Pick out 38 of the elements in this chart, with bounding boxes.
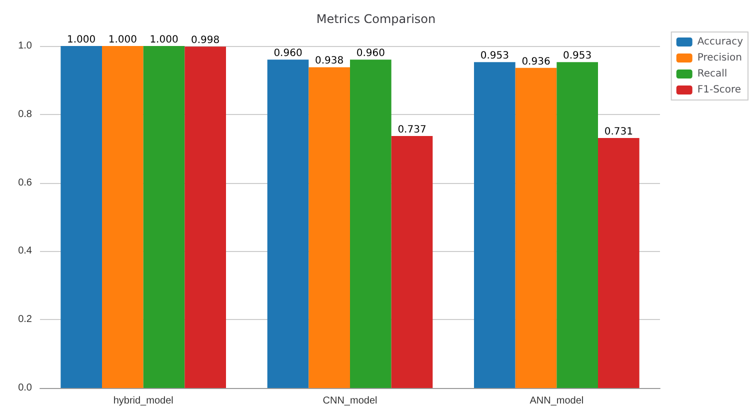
data-label: 0.737 — [398, 124, 426, 136]
data-label: 1.000 — [108, 34, 137, 46]
data-label: 1.000 — [150, 34, 178, 46]
x-tick-label: hybrid_model — [113, 396, 174, 406]
bar — [60, 46, 102, 388]
bar — [102, 46, 144, 388]
bar — [474, 62, 516, 388]
data-label: 0.953 — [563, 50, 592, 62]
legend-label: Recall — [697, 68, 728, 80]
y-tick-label: 0.2 — [18, 314, 32, 326]
bar — [308, 67, 350, 388]
x-tick-label: CNN_model — [322, 396, 378, 406]
bar — [598, 138, 640, 388]
data-label: 0.936 — [522, 56, 550, 68]
bar — [267, 60, 309, 388]
y-tick-label: 0.4 — [18, 246, 32, 257]
x-tick-label: ANN_model — [530, 396, 584, 406]
legend-label: Precision — [697, 52, 742, 64]
data-label: 0.960 — [274, 48, 302, 60]
y-tick-label: 1.0 — [18, 40, 32, 52]
bar — [556, 62, 598, 388]
data-label: 0.938 — [315, 56, 344, 67]
y-tick-label: 0.8 — [18, 108, 32, 120]
legend-label: Accuracy — [697, 36, 744, 48]
legend-label: F1-Score — [697, 84, 742, 96]
data-label: 0.998 — [191, 35, 220, 46]
y-tick-label: 0.0 — [18, 382, 32, 394]
bar — [350, 60, 392, 388]
data-label: 1.000 — [67, 34, 96, 46]
chart-title: Metrics Comparison — [316, 12, 436, 26]
y-tick-label: 0.6 — [18, 177, 32, 188]
bar — [143, 46, 185, 388]
data-label: 0.731 — [604, 126, 633, 138]
bar — [184, 46, 226, 388]
data-label: 0.953 — [480, 50, 509, 62]
bar — [391, 136, 433, 388]
bar — [515, 68, 557, 388]
data-label: 0.960 — [356, 48, 385, 60]
